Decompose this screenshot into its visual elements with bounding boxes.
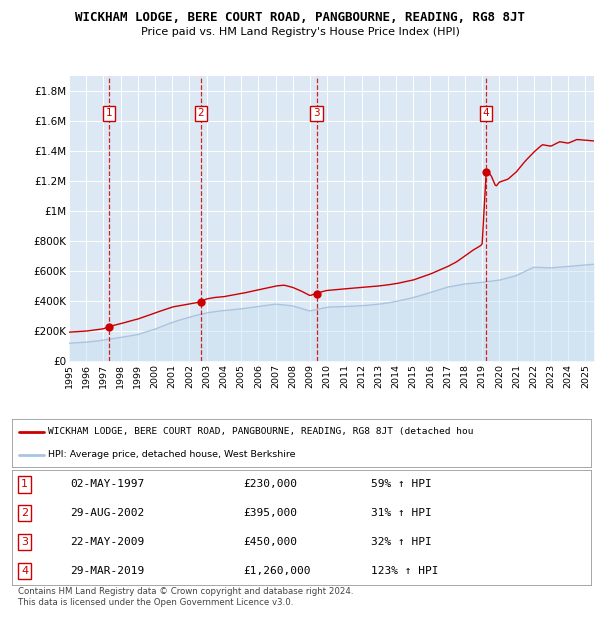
Text: WICKHAM LODGE, BERE COURT ROAD, PANGBOURNE, READING, RG8 8JT (detached hou: WICKHAM LODGE, BERE COURT ROAD, PANGBOUR… (48, 427, 473, 436)
Text: 31% ↑ HPI: 31% ↑ HPI (371, 508, 432, 518)
Text: WICKHAM LODGE, BERE COURT ROAD, PANGBOURNE, READING, RG8 8JT: WICKHAM LODGE, BERE COURT ROAD, PANGBOUR… (75, 11, 525, 24)
Text: 29-MAR-2019: 29-MAR-2019 (70, 565, 144, 575)
Text: 3: 3 (21, 537, 28, 547)
Text: 2: 2 (197, 108, 204, 118)
Text: 2: 2 (21, 508, 28, 518)
Text: £395,000: £395,000 (244, 508, 298, 518)
Text: 4: 4 (21, 565, 28, 575)
Text: Price paid vs. HM Land Registry's House Price Index (HPI): Price paid vs. HM Land Registry's House … (140, 27, 460, 37)
Text: 1: 1 (21, 479, 28, 489)
Text: 29-AUG-2002: 29-AUG-2002 (70, 508, 144, 518)
Text: 123% ↑ HPI: 123% ↑ HPI (371, 565, 439, 575)
Text: 4: 4 (483, 108, 490, 118)
Text: 59% ↑ HPI: 59% ↑ HPI (371, 479, 432, 489)
Text: HPI: Average price, detached house, West Berkshire: HPI: Average price, detached house, West… (48, 450, 295, 459)
Text: 1: 1 (106, 108, 112, 118)
Text: Contains HM Land Registry data © Crown copyright and database right 2024.
This d: Contains HM Land Registry data © Crown c… (18, 588, 353, 607)
Text: 3: 3 (313, 108, 320, 118)
Text: 32% ↑ HPI: 32% ↑ HPI (371, 537, 432, 547)
Text: 22-MAY-2009: 22-MAY-2009 (70, 537, 144, 547)
Text: 02-MAY-1997: 02-MAY-1997 (70, 479, 144, 489)
Text: £230,000: £230,000 (244, 479, 298, 489)
Text: £1,260,000: £1,260,000 (244, 565, 311, 575)
Text: £450,000: £450,000 (244, 537, 298, 547)
